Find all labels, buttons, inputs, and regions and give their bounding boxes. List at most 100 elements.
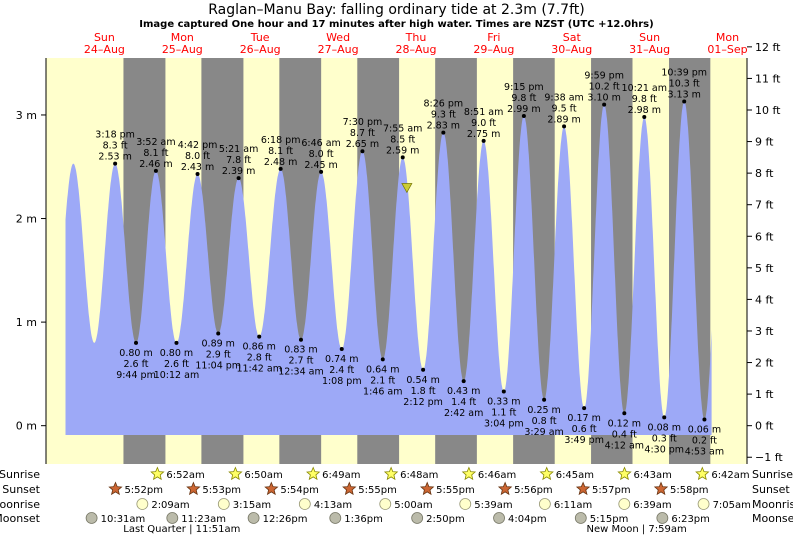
high-ft: 9.8 ft [632,94,657,105]
tide-point [319,169,324,174]
day-date: 31–Aug [629,43,670,56]
day-headers: Sun24–AugMon25–AugTue26–AugWed27–AugThu2… [84,31,748,56]
sunrise-icon [150,466,165,481]
low-ft: 0.6 ft [572,424,597,435]
low-time: 10:12 am [154,370,199,381]
day-name: Wed [326,31,350,44]
high-time: 9:15 pm [504,82,544,93]
low-time: 3:49 pm [564,435,604,446]
low-time: 1:46 am [363,386,402,397]
moonset-icon [493,512,505,524]
high-m: 2.59 m [386,145,419,156]
high-m: 2.75 m [467,129,500,140]
high-time: 10:39 pm [661,68,707,79]
moonrise-time: 5:39am [474,500,512,511]
sunrise-icon [617,466,632,481]
high-time: 9:59 pm [584,71,624,82]
day-date: 29–Aug [473,43,514,56]
high-m: 2.53 m [98,152,131,163]
moonrise-icon [459,498,472,510]
moonset-time: 11:23am [181,514,226,525]
right-tick-label: 4 ft [755,293,774,306]
right-tick-label: 9 ft [755,136,774,149]
tide-point [195,172,200,176]
tide-curve [65,101,712,435]
moonset-icon [656,512,669,524]
low-time: 12:34 am [278,367,323,378]
right-tick-label: 7 ft [755,199,774,212]
day-date: 26–Aug [240,43,281,56]
low-m: 0.06 m [688,424,721,435]
low-time: 9:44 pm [116,370,156,381]
tide-point [562,124,567,129]
low-m: 0.12 m [608,418,641,429]
sunrise-time: 6:46am [478,470,516,481]
sunrise-icon [383,466,399,481]
low-time: 4:53 am [685,446,724,457]
sunrise-time: 6:43am [633,470,671,481]
day-name: Fri [487,31,500,44]
day-date: 28–Aug [395,43,436,56]
right-tick-label: 11 ft [755,72,781,85]
moonrise-time: 4:13am [314,500,352,511]
tide-labels: 3:18 pm8.3 ft2.53 m0.80 m2.6 ft9:44 pm3:… [95,68,724,458]
right-tick-label: 3 ft [755,325,774,338]
moonset-time: 5:15pm [590,514,629,525]
high-time: 3:18 pm [95,130,135,141]
moon-phase-label: Last Quarter | 11:51am [123,524,240,535]
tide-point [134,340,139,345]
low-m: 0.80 m [160,348,193,359]
moon-phase-label: New Moon | 7:59am [586,524,686,535]
low-ft: 0.8 ft [532,416,557,427]
day-name: Mon [716,31,739,44]
low-time: 3:29 am [524,427,563,438]
low-m: 0.74 m [325,354,358,365]
low-ft: 0.4 ft [612,429,637,440]
high-m: 2.98 m [628,105,661,116]
low-ft: 2.4 ft [329,365,354,376]
right-tick-label: 1 ft [755,388,774,401]
left-tick-label: 2 m [16,213,37,226]
left-tick-label: 1 m [16,316,37,329]
day-name: Sun [639,31,660,44]
row-label-left: Sunset [2,483,40,496]
right-tick-label: 10 ft [755,104,781,117]
day-date: 27–Aug [318,43,359,56]
low-ft: 2.9 ft [206,350,231,361]
day-name: Thu [405,31,427,44]
low-m: 0.43 m [447,386,480,397]
moonset-icon [85,512,98,524]
day-date: 01–Sep [707,43,747,56]
right-tick-label: 12 ft [755,41,781,54]
low-time: 3:04 pm [484,419,524,430]
sunset-time: 5:55pm [436,485,475,496]
low-time: 11:04 pm [195,361,241,372]
sunset-icon [575,481,591,496]
high-m: 2.99 m [507,104,540,115]
right-tick-label: −1 ft [755,451,783,464]
tide-point [702,417,707,422]
low-m: 0.80 m [119,348,152,359]
tide-point [400,155,405,160]
right-tick-label: 2 ft [755,357,774,370]
sunrise-time: 6:49am [322,470,360,481]
sunrise-time: 6:52am [166,470,204,481]
low-ft: 2.6 ft [164,359,189,370]
right-tick-label: 5 ft [755,262,774,275]
low-ft: 2.1 ft [370,375,395,386]
tide-point [642,115,647,120]
row-label-right: Sunrise [752,468,793,481]
day-name: Sat [563,31,582,44]
axes: 0 m 1 m 2 m 3 m −1 ft 0 ft 1 ft 2 ft 3 ft 4 ft 5 f… [16,41,784,464]
low-time: 4:12 am [605,440,644,451]
low-m: 0.86 m [243,342,276,353]
day-name: Mon [171,31,194,44]
high-m: 2.89 m [547,114,580,125]
sunrise-icon [306,466,321,481]
sunset-icon [342,481,357,496]
moonset-icon [574,512,587,524]
tide-point [542,397,547,402]
high-time: 5:21 am [219,144,258,155]
tide-point [174,340,179,345]
